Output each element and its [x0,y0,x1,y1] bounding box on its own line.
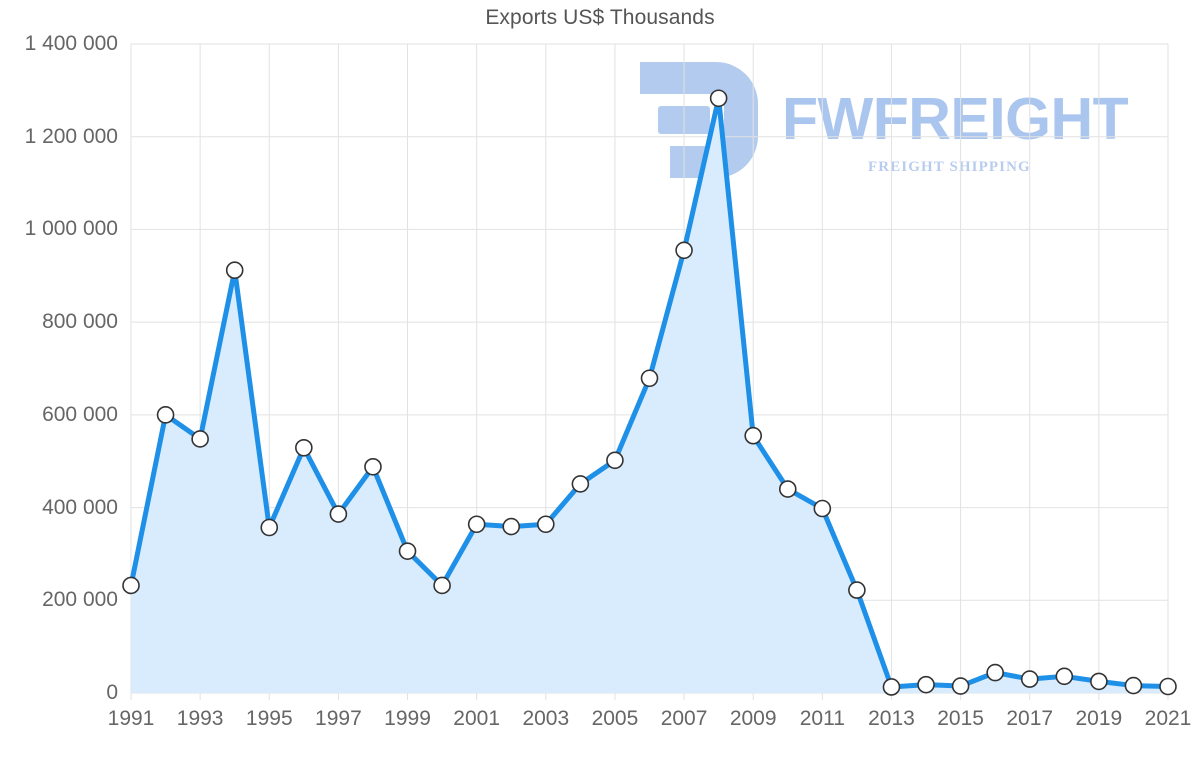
x-axis-tick-label: 1993 [176,707,224,730]
data-point-marker[interactable]: 1993: 548000 [191,430,209,448]
data-point-marker[interactable]: 1991: 232000 [122,576,140,595]
y-axis-tick-label: 200 000 [42,588,118,612]
data-point-marker[interactable]: 2002: 359000 [502,517,521,536]
y-axis-tick-label: 400 000 [42,495,118,519]
data-point-marker[interactable]: 1995: 357000 [260,518,279,537]
chart-title: Exports US$ Thousands [485,6,715,29]
x-axis-tick-label: 2017 [1006,707,1054,730]
data-point-marker[interactable]: 2008: 1283000 [709,89,728,108]
x-axis-tick-label: 2003 [522,707,570,730]
data-point-marker[interactable]: 2012: 222000 [848,581,866,599]
data-point-marker[interactable]: 2018: 36000 [1055,667,1074,686]
x-axis-tick-label: 2013 [868,707,915,730]
data-point-marker[interactable]: 2019: 25000 [1090,672,1108,691]
x-axis-tick-label: 2021 [1144,707,1192,730]
data-point-marker[interactable]: 2015: 15000 [951,677,970,695]
data-point-marker[interactable]: 1998: 488000 [364,457,382,476]
y-axis-tick-label: 1 000 000 [24,217,118,241]
data-point-marker[interactable]: 1994: 912000 [225,261,244,280]
data-point-marker[interactable]: 2017: 30000 [1020,670,1039,688]
x-axis-tick-label: 2007 [660,707,708,730]
data-point-marker[interactable]: 1999: 306000 [398,542,417,560]
y-axis-tick-label: 1 200 000 [24,124,118,148]
x-axis-tick-label: 2001 [453,707,501,730]
data-point-marker[interactable]: 2007: 955000 [675,241,693,260]
data-point-marker[interactable]: 2005: 502000 [606,451,624,470]
data-point-marker[interactable]: 1996: 529000 [295,438,313,457]
data-point-marker[interactable]: 2011: 398000 [813,499,832,518]
x-axis-tick-label: 2009 [729,707,777,730]
x-axis-tick-label: 2005 [591,707,639,730]
x-axis-tick-label: 1997 [315,707,362,730]
x-axis-tick-label: 2011 [799,707,845,730]
y-axis-tick-label: 800 000 [42,310,118,334]
data-point-marker[interactable]: 2013: 13000 [882,678,901,696]
data-point-marker[interactable]: 2003: 364000 [536,515,555,534]
data-point-marker[interactable]: 1997: 386000 [329,505,348,523]
data-point-marker[interactable]: 2020: 16000 [1124,676,1143,695]
x-axis-tick-label: 2019 [1075,707,1123,730]
data-point-marker[interactable]: 2014: 18000 [917,675,935,694]
data-point-marker[interactable]: 2001: 364000 [467,515,486,534]
x-axis-tick-label: 1991 [107,707,155,730]
data-point-marker[interactable]: 2016: 44000 [986,663,1004,682]
y-axis-tick-label: 0 [106,681,118,704]
y-axis-tick-label: 600 000 [42,402,118,426]
x-axis-tick-label: 2015 [937,707,984,730]
data-point-marker[interactable]: 2009: 555000 [744,426,763,445]
data-point-marker[interactable]: 2010: 440000 [778,480,797,498]
data-point-marker[interactable]: 2006: 679000 [640,369,659,388]
area-fill [131,98,1168,694]
data-point-marker[interactable]: 2004: 451000 [571,475,590,493]
y-axis-tick-label: 1 400 000 [24,32,118,55]
x-axis-tick-label: 1999 [384,707,431,730]
x-axis-tick-label: 1995 [245,707,293,730]
